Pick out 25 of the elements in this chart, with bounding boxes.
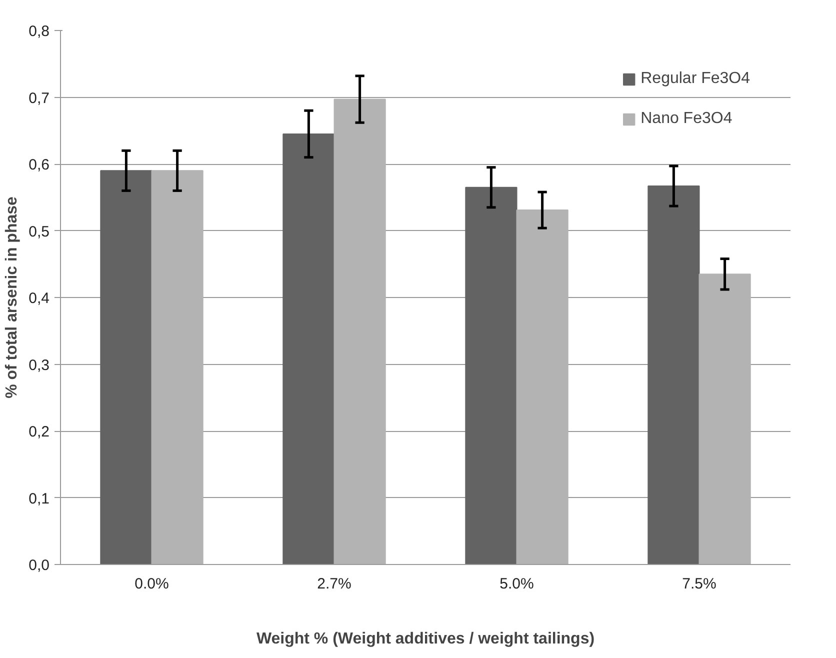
y-tick-label: 0,5	[28, 223, 50, 240]
y-tick-label: 0,0	[28, 557, 50, 574]
y-tick-label: 0,6	[28, 156, 50, 174]
y-tick-label: 0,4	[28, 290, 50, 307]
legend-label: Regular Fe3O4	[640, 70, 750, 88]
y-axis-title: % of total arsenic in phase	[4, 196, 21, 398]
x-axis-title: Weight % (Weight additives / weight tailings)	[256, 630, 595, 648]
y-tick-label: 0,1	[28, 490, 50, 508]
x-tick-label: 5.0%	[500, 576, 534, 592]
y-tick-label: 0,2	[28, 424, 50, 440]
legend-label: Nano Fe3O4	[640, 110, 732, 128]
y-tick-label: 0,8	[28, 23, 50, 40]
y-tick-label: 0,3	[28, 356, 50, 374]
bar	[151, 170, 204, 564]
x-tick-label: 7.5%	[682, 576, 716, 592]
bar	[334, 98, 386, 564]
x-tick-label: 2.7%	[317, 576, 352, 592]
bar	[282, 133, 335, 564]
y-tick-label: 0,7	[28, 90, 50, 107]
x-tick-label: 0.0%	[134, 576, 169, 592]
bar	[100, 170, 152, 564]
bar	[465, 186, 518, 564]
bar	[516, 210, 568, 564]
bar	[648, 186, 700, 564]
bar	[698, 274, 751, 564]
